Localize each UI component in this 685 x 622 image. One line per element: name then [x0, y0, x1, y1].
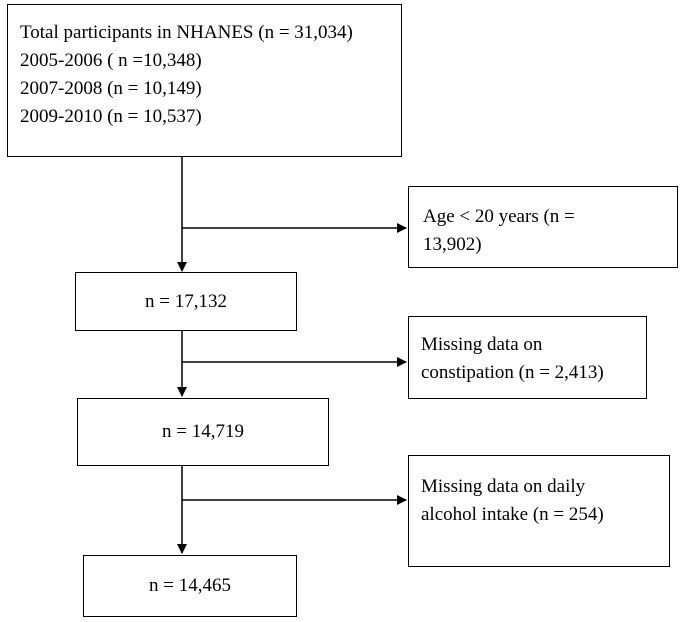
- cycle-2009-2010-line: 2009-2010 (n = 10,537): [20, 106, 202, 127]
- exclusion-age-line-1: Age < 20 years (n =: [423, 206, 575, 227]
- exclusion-alcohol-line-1: Missing data on daily: [421, 476, 586, 497]
- step2-count: n = 14,719: [162, 421, 244, 442]
- cycle-2005-2006-line: 2005-2006 ( n =10,348): [20, 50, 202, 71]
- exclusion-alcohol-line-2: alcohol intake (n = 254): [421, 504, 604, 525]
- final-box: n = 14,465: [83, 555, 297, 617]
- exclusion-age-line-2: 13,902): [423, 234, 482, 255]
- exclusion-constipation-line-2: constipation (n = 2,413): [421, 362, 604, 383]
- exclusion-alcohol-box: Missing data on daily alcohol intake (n …: [408, 455, 670, 567]
- step1-box: n = 17,132: [75, 272, 297, 331]
- exclusion-constipation-line-1: Missing data on: [421, 334, 543, 355]
- step1-count: n = 17,132: [145, 291, 227, 312]
- final-count: n = 14,465: [149, 575, 231, 596]
- exclusion-age-box: Age < 20 years (n = 13,902): [408, 186, 678, 268]
- exclusion-constipation-box: Missing data on constipation (n = 2,413): [408, 316, 647, 399]
- step2-box: n = 14,719: [77, 398, 329, 466]
- total-participants-box: Total participants in NHANES (n = 31,034…: [7, 4, 402, 157]
- cycle-2007-2008-line: 2007-2008 (n = 10,149): [20, 78, 202, 99]
- total-participants-line: Total participants in NHANES (n = 31,034…: [20, 22, 353, 43]
